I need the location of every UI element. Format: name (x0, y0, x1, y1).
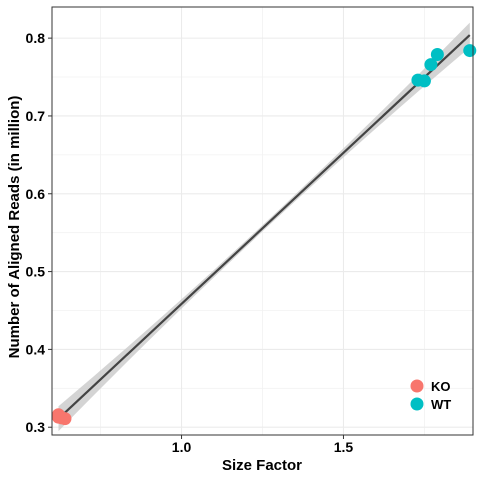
y-tick-label: 0.4 (26, 341, 46, 357)
y-tick-label: 0.7 (26, 108, 46, 124)
axis-ticks (48, 37, 344, 439)
y-tick-labels: 0.3 0.4 0.5 0.6 0.7 0.8 (26, 30, 46, 435)
data-point-ko (51, 410, 65, 424)
legend-label-ko: KO (431, 379, 451, 394)
legend: KO WT (410, 379, 451, 412)
y-tick-label: 0.6 (26, 186, 46, 202)
fit-line-group (57, 34, 471, 420)
legend-key-ko (410, 379, 424, 393)
x-tick-labels: 1.0 1.5 (172, 439, 354, 455)
y-tick-label: 0.3 (26, 419, 46, 435)
x-axis-title: Size Factor (222, 457, 302, 474)
y-tick-label: 0.8 (26, 30, 46, 46)
data-point-wt (430, 47, 444, 61)
panel-border (51, 6, 474, 436)
data-points (51, 44, 477, 426)
x-tick-label: 1.5 (334, 439, 354, 455)
data-point-wt (417, 74, 431, 88)
legend-label-wt: WT (431, 397, 451, 412)
y-axis-title: Number of Aligned Reads (in million) (6, 96, 23, 359)
x-tick-label: 1.0 (172, 439, 192, 455)
fit-line (57, 34, 471, 420)
y-tick-label: 0.5 (26, 264, 46, 280)
data-point-wt (463, 44, 477, 58)
legend-key-wt (410, 397, 424, 411)
data-point-wt (424, 58, 438, 72)
